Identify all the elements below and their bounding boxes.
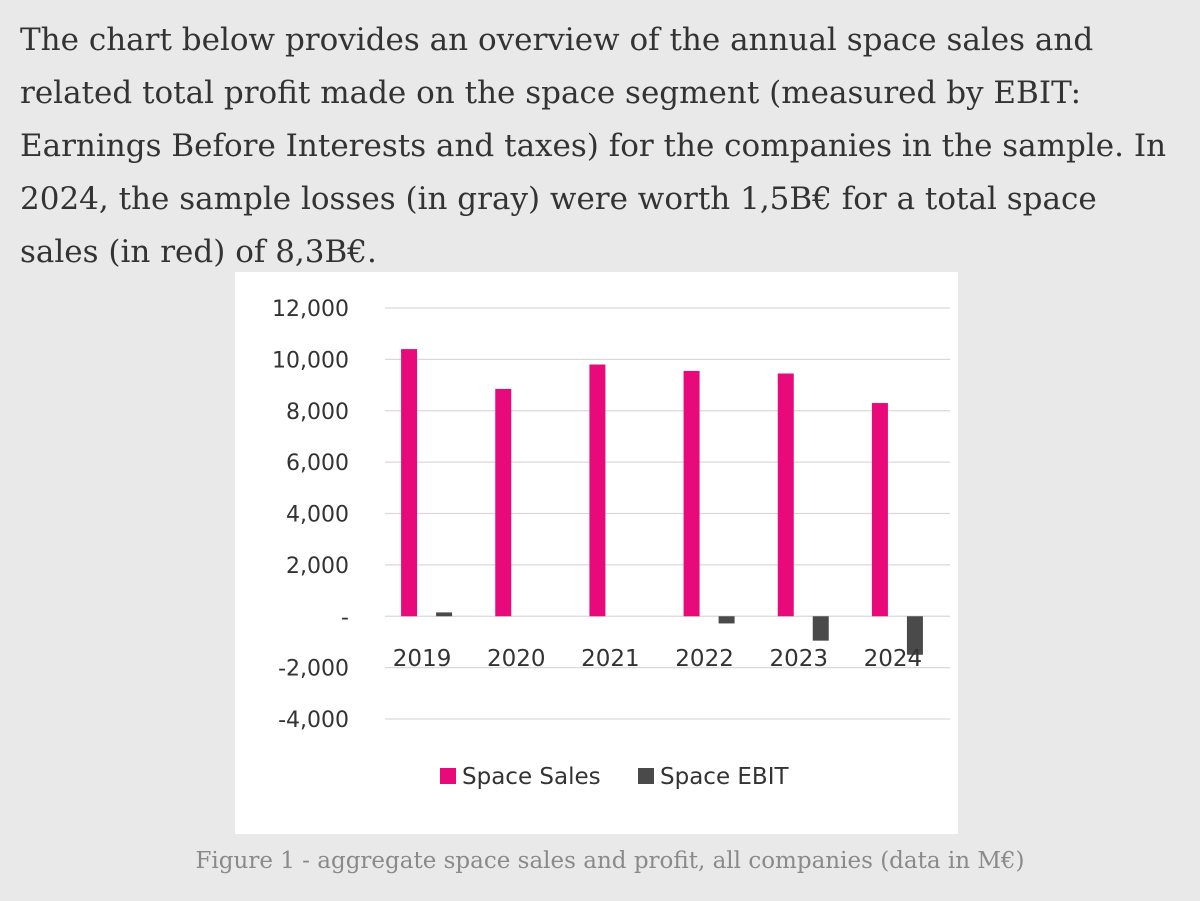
sales-bar <box>495 388 512 617</box>
sales-bar <box>589 364 606 617</box>
sales-bar <box>777 373 794 617</box>
sales-bar <box>401 349 418 617</box>
intro-paragraph: The chart below provides an overview of … <box>20 22 1167 270</box>
y-tick-label: -4,000 <box>278 708 349 733</box>
ebit-bar <box>718 616 735 624</box>
y-tick-label: 2,000 <box>286 554 349 579</box>
x-category-label: 2022 <box>675 646 734 672</box>
sales-bar <box>683 370 700 617</box>
ebit-bar <box>906 616 923 655</box>
y-tick-label: - <box>341 605 349 630</box>
x-category-label: 2020 <box>487 646 546 672</box>
y-tick-label: 8,000 <box>286 400 349 425</box>
legend-label-ebit: Space EBIT <box>660 764 789 790</box>
sales-bar <box>871 403 888 617</box>
legend-swatch-sales <box>440 768 456 784</box>
y-tick-label: -2,000 <box>278 657 349 682</box>
chart-card: 12,000 10,000 8,000 6,000 4,000 2,000 - -2,000 -… <box>235 272 958 834</box>
legend-swatch-ebit <box>638 768 654 784</box>
y-tick-label: 6,000 <box>286 451 349 476</box>
x-category-label: 2019 <box>393 646 452 672</box>
y-tick-label: 10,000 <box>272 348 349 373</box>
x-category-label: 2024 <box>864 646 923 672</box>
ebit-bar <box>812 616 829 641</box>
x-category-label: 2021 <box>581 646 640 672</box>
ebit-bar <box>436 612 453 617</box>
legend-label-sales: Space Sales <box>462 764 601 790</box>
figure-caption: Figure 1 - aggregate space sales and pro… <box>195 848 1025 874</box>
bar-chart: 12,000 10,000 8,000 6,000 4,000 2,000 - -2,000 -… <box>272 297 950 790</box>
y-tick-label: 4,000 <box>286 503 349 528</box>
y-tick-label: 12,000 <box>272 297 349 322</box>
x-category-label: 2023 <box>769 646 828 672</box>
